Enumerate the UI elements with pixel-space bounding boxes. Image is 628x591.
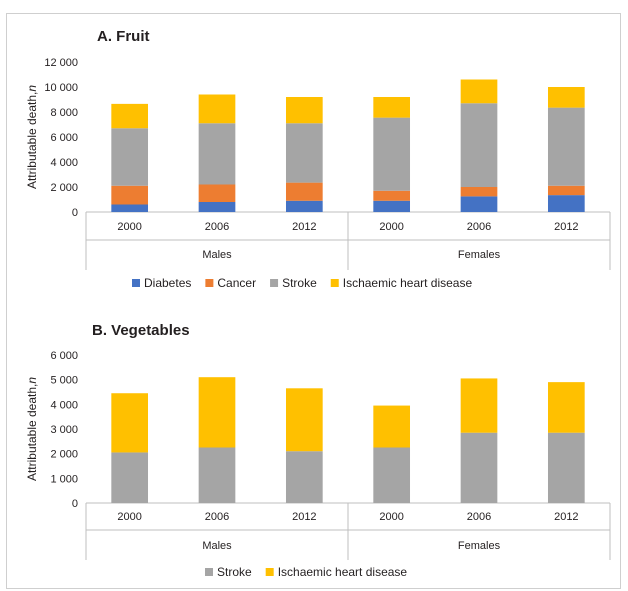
y-tick-label: 3 000 (50, 424, 78, 436)
bar-stroke (198, 447, 236, 503)
bar-ischaemic-heart-disease (373, 405, 411, 448)
x-group-label: Males (202, 540, 232, 552)
bar-ischaemic-heart-disease (547, 87, 585, 108)
legend-swatch-stroke (205, 568, 213, 576)
chart-panel-fruit: A. Fruit 0 2 000 4 000 6 000 8 000 10 000 12 00… (25, 28, 611, 290)
y-tick-label: 2 000 (50, 449, 78, 461)
x-tick-label: 2000 (117, 221, 141, 233)
y-tick-label: 8 000 (50, 107, 78, 119)
legend: Diabetes Cancer Stroke Ischaemic heart dise… (132, 276, 472, 290)
bar-ischaemic-heart-disease (198, 377, 236, 448)
x-tick-label: 2006 (467, 511, 491, 523)
bar-diabetes (547, 195, 585, 212)
x-tick-label: 2006 (467, 221, 491, 233)
bar-cancer (547, 185, 585, 196)
x-tick-label: 2000 (379, 511, 403, 523)
bar-ischaemic-heart-disease (285, 97, 323, 124)
y-tick-label: 0 (72, 498, 78, 510)
bar-stroke (285, 451, 323, 503)
y-tick-label: 6 000 (50, 132, 78, 144)
bar-stroke (373, 117, 411, 191)
x-tick-label: 2012 (292, 221, 316, 233)
bar-diabetes (198, 202, 236, 212)
bar-stroke (373, 447, 411, 503)
x-tick-label: 2012 (554, 221, 578, 233)
y-tick-label: 10 000 (44, 82, 78, 94)
y-tick-label: 4 000 (50, 399, 78, 411)
bar-ischaemic-heart-disease (285, 388, 323, 452)
legend-label-cancer: Cancer (217, 276, 256, 290)
x-group-label: Males (202, 249, 232, 261)
bar-ischaemic-heart-disease (460, 79, 498, 104)
y-tick-label: 5 000 (50, 375, 78, 387)
bar-ischaemic-heart-disease (198, 94, 236, 124)
bar-cancer (460, 187, 498, 197)
legend: Stroke Ischaemic heart disease (205, 565, 407, 579)
legend-swatch-ischaemic-heart-disease (265, 568, 274, 576)
y-axis-label: Attributable death,n (25, 85, 39, 189)
y-axis-label: Attributable death,n (25, 377, 39, 481)
bar-diabetes (373, 200, 411, 212)
bar-diabetes (285, 200, 323, 212)
legend-swatch-stroke (270, 279, 279, 287)
legend-label-diabetes: Diabetes (144, 276, 191, 290)
chart-panel-vegetables: B. Vegetables 0 1 000 2 000 3 000 4 000 5 000 6… (25, 322, 611, 579)
bar-cancer (111, 185, 149, 205)
bar-ischaemic-heart-disease (111, 393, 149, 453)
bar-cancer (373, 190, 411, 201)
x-tick-label: 2000 (117, 511, 141, 523)
bar-cancer (285, 182, 323, 201)
legend-label-ischaemic-heart-disease: Ischaemic heart disease (343, 276, 473, 290)
bar-stroke (111, 128, 149, 186)
bar-stroke (460, 432, 498, 503)
legend-swatch-cancer (205, 279, 214, 287)
bar-diabetes (460, 196, 498, 212)
bar-stroke (460, 103, 498, 187)
x-tick-label: 2012 (554, 511, 578, 523)
legend-label-stroke: Stroke (282, 276, 317, 290)
chart-title: B. Vegetables (92, 322, 190, 339)
bar-stroke (547, 432, 585, 503)
bar-diabetes (111, 204, 149, 212)
y-axis-label-italic: n (25, 377, 39, 384)
bar-stroke (285, 123, 323, 183)
bar-cancer (198, 184, 236, 202)
bar-stroke (111, 452, 149, 503)
y-tick-label: 0 (72, 207, 78, 219)
x-group-label: Females (458, 249, 501, 261)
bar-ischaemic-heart-disease (111, 103, 149, 129)
y-tick-label: 1 000 (50, 473, 78, 485)
legend-swatch-ischaemic-heart-disease (330, 279, 339, 287)
legend-swatch-diabetes (132, 279, 140, 287)
y-tick-label: 12 000 (44, 57, 78, 69)
bar-ischaemic-heart-disease (373, 97, 411, 118)
bar-stroke (198, 123, 236, 185)
y-tick-label: 2 000 (50, 182, 78, 194)
bar-ischaemic-heart-disease (460, 378, 498, 433)
x-tick-label: 2006 (205, 511, 229, 523)
legend-label-ischaemic-heart-disease: Ischaemic heart disease (278, 565, 408, 579)
x-tick-label: 2000 (379, 221, 403, 233)
figure-frame (6, 13, 621, 589)
legend-label-stroke: Stroke (217, 565, 252, 579)
bar-ischaemic-heart-disease (547, 382, 585, 433)
y-tick-label: 4 000 (50, 157, 78, 169)
x-tick-label: 2012 (292, 511, 316, 523)
bar-stroke (547, 107, 585, 186)
y-tick-label: 6 000 (50, 350, 78, 362)
x-tick-label: 2006 (205, 221, 229, 233)
chart-title: A. Fruit (97, 28, 150, 45)
x-group-label: Females (458, 540, 501, 552)
y-axis-label-italic: n (25, 85, 39, 92)
